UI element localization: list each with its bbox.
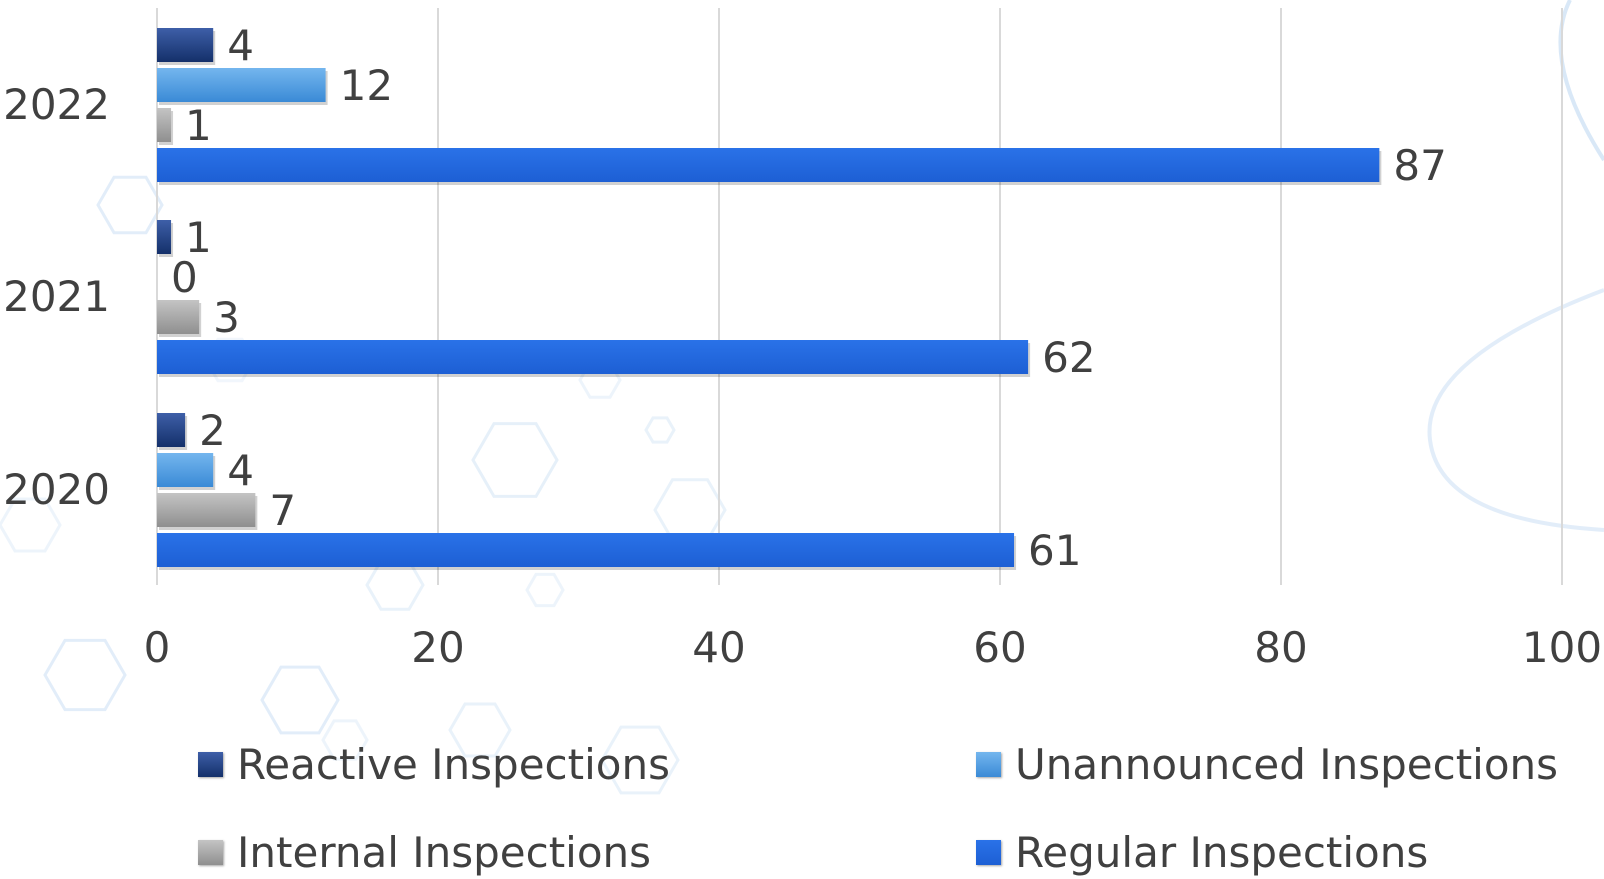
bar	[157, 220, 172, 254]
y-category-label: 2022	[3, 80, 110, 129]
bar	[157, 533, 1015, 567]
background-hexagon	[321, 719, 369, 761]
bar	[157, 108, 172, 142]
x-tick-label: 20	[411, 623, 464, 672]
data-label: 62	[1042, 333, 1095, 382]
data-label: 4	[227, 21, 254, 70]
data-label: 12	[340, 61, 393, 110]
data-label: 3	[213, 293, 240, 342]
background-hexagon	[653, 478, 727, 542]
data-label: 1	[185, 213, 212, 262]
data-label: 2	[199, 406, 226, 455]
bar	[157, 413, 186, 447]
data-label: 87	[1393, 141, 1446, 190]
y-category-label: 2021	[3, 272, 110, 321]
bar	[157, 340, 1029, 374]
background-arc	[1427, 288, 1604, 532]
background-arc	[1558, 0, 1604, 162]
x-tick-label: 60	[973, 623, 1026, 672]
data-label: 7	[269, 486, 296, 535]
x-tick-label: 0	[144, 623, 171, 672]
background-hexagon	[600, 725, 680, 795]
gridlines	[156, 8, 1563, 585]
x-tick-label: 100	[1522, 623, 1602, 672]
background-hexagon	[525, 572, 565, 608]
background-hexagon	[471, 422, 559, 498]
background-hexagon	[644, 416, 676, 444]
data-label: 0	[171, 253, 198, 302]
bar	[157, 453, 214, 487]
bars	[157, 28, 1382, 570]
data-label: 61	[1028, 526, 1081, 575]
bar	[157, 493, 256, 527]
background-hexagon	[260, 665, 340, 735]
background-hexagon	[0, 497, 62, 553]
background-hexagon	[96, 175, 164, 235]
background-hexagon	[448, 702, 512, 758]
x-tick-label: 40	[692, 623, 745, 672]
data-label: 4	[227, 446, 254, 495]
bar	[157, 28, 214, 62]
data-label: 1	[185, 101, 212, 150]
background-hexagon-pattern	[0, 0, 1604, 795]
bar	[157, 148, 1380, 182]
y-category-label: 2020	[3, 465, 110, 514]
background-hexagon	[43, 638, 127, 712]
x-tick-label: 80	[1254, 623, 1307, 672]
bar	[157, 300, 200, 334]
bar	[157, 68, 326, 102]
